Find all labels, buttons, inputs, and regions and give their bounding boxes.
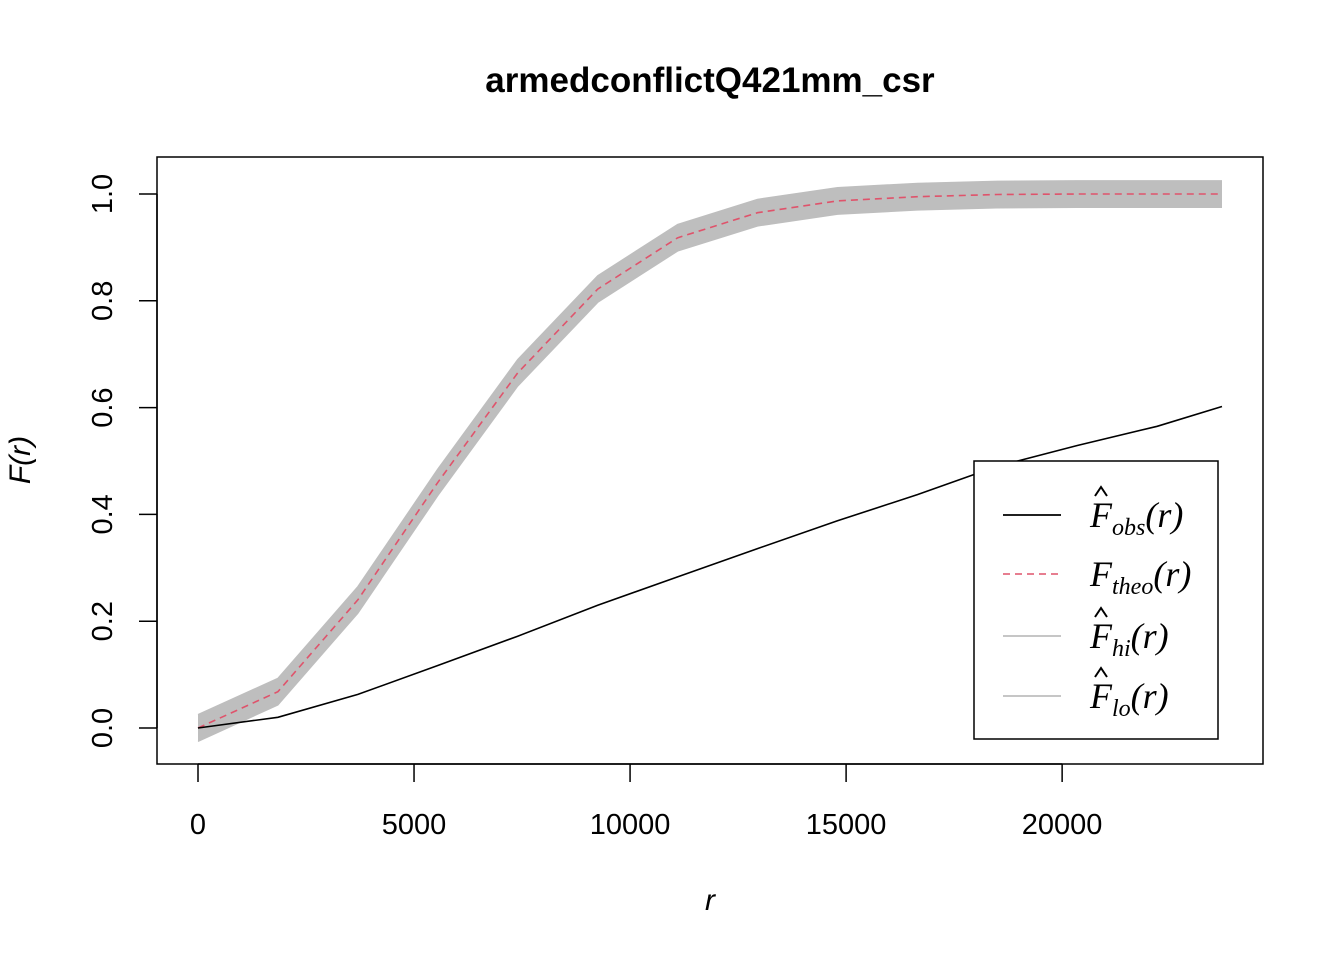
y-tick-label: 0.6 xyxy=(87,387,119,427)
y-tick-label: 1.0 xyxy=(87,174,119,214)
legend-label: Flo(r) xyxy=(1089,676,1169,722)
series-obs-line xyxy=(197,405,1223,729)
plot-area xyxy=(197,180,1223,742)
y-tick-label: 0.4 xyxy=(87,494,119,534)
legend-hat-mark xyxy=(1094,606,1108,618)
x-tick-label: 20000 xyxy=(1022,809,1103,841)
y-tick-label: 0.0 xyxy=(87,708,119,748)
legend-hat-mark xyxy=(1094,666,1108,678)
legend-entry-hi: Fhi(r) xyxy=(1003,606,1169,662)
legend-label: Fobs(r) xyxy=(1089,495,1183,541)
series-lo-line xyxy=(197,206,1222,742)
y-axis-label-text: F(r) xyxy=(4,436,37,484)
series-theo-line xyxy=(197,193,1222,729)
y-axis: 0.0 0.2 0.4 0.6 0.8 1.0 xyxy=(87,174,158,748)
y-axis-label: F(r) xyxy=(4,436,37,484)
legend-entry-obs: Fobs(r) xyxy=(1003,485,1183,541)
x-tick-label: 15000 xyxy=(806,809,887,841)
legend: Fobs(r) Ftheo(r) Fhi(r) Flo(r) xyxy=(973,460,1219,740)
y-tick-label: 0.2 xyxy=(87,601,119,641)
x-axis: 0 5000 10000 15000 20000 xyxy=(190,763,1103,841)
legend-label: Fhi(r) xyxy=(1089,616,1169,662)
series-hi-line xyxy=(197,180,1222,716)
x-tick-label: 10000 xyxy=(590,809,671,841)
legend-box xyxy=(973,460,1219,740)
legend-label: Ftheo(r) xyxy=(1089,554,1191,600)
x-tick-label: 5000 xyxy=(382,809,447,841)
chart-title: armedconflictQ421mm_csr xyxy=(485,61,935,100)
x-tick-label: 0 xyxy=(190,809,206,841)
legend-hat-mark xyxy=(1094,485,1108,497)
legend-entry-lo: Flo(r) xyxy=(1003,666,1169,722)
legend-entry-theo: Ftheo(r) xyxy=(1003,554,1191,600)
y-tick-label: 0.8 xyxy=(87,281,119,321)
x-axis-label: r xyxy=(705,884,716,917)
